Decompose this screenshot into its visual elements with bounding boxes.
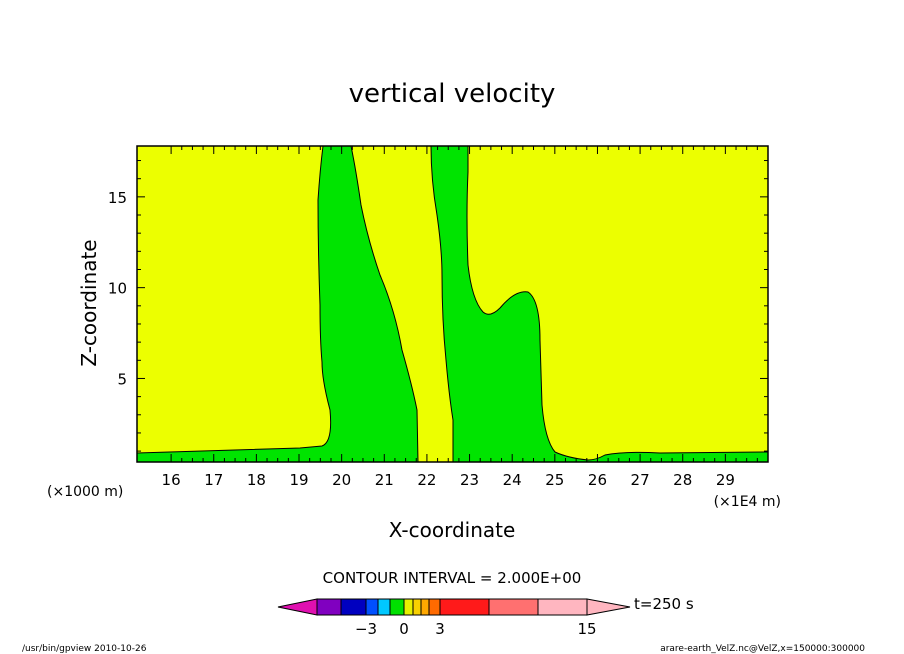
y-axis-label: Z-coordinate [77,239,101,366]
x-tick-label: 17 [204,471,223,489]
colorbar-bin [340,598,367,616]
colorbar-bin [488,598,539,616]
colorbar: −3 0 3 15 [277,598,631,638]
colorbar-label: −3 [355,620,377,638]
colorbar-label: 3 [435,620,445,638]
x-tick-label: 16 [162,471,181,489]
y-tick-label: 15 [108,189,127,207]
colorbar-bin [377,598,391,616]
x-ticks: 16 17 18 19 20 21 22 23 24 25 26 27 28 29 [162,146,758,489]
y-tick-label: 5 [117,370,127,388]
colorbar-label: 0 [399,620,409,638]
y-ticks: 5 10 15 [108,160,768,452]
x-tick-label: 29 [716,471,735,489]
x-tick-label: 26 [588,471,607,489]
plot-area: 16 17 18 19 20 21 22 23 24 25 26 27 28 29 5 10 15 [108,145,769,489]
colorbar-min-extension [277,598,318,616]
colorbar-bin [439,598,490,616]
x-tick-label: 22 [417,471,436,489]
chart-title: vertical velocity [349,79,556,109]
x-unit-left: (×1000 m) [47,484,123,500]
footer-right: arare-earth_VelZ.nc@VelZ,x=150000:300000 [660,644,865,654]
footer-left: /usr/bin/gpview 2010-10-26 [22,644,147,654]
x-tick-label: 21 [375,471,394,489]
colorbar-max-extension [586,598,631,616]
x-tick-label: 28 [673,471,692,489]
x-scale-note: (×1E4 m) [714,494,781,510]
time-label: t=250 s [634,595,694,613]
x-axis-label: X-coordinate [389,518,516,542]
x-tick-label: 19 [289,471,308,489]
colorbar-bin [412,598,422,616]
x-tick-label: 24 [503,471,522,489]
colorbar-bin [389,598,405,616]
colorbar-label: 15 [577,620,596,638]
colorbar-bin [403,598,414,616]
x-tick-label: 25 [545,471,564,489]
colorbar-bin [537,598,588,616]
x-tick-label: 18 [247,471,266,489]
x-tick-label: 20 [332,471,351,489]
contour-region-left [136,145,419,463]
x-tick-label: 23 [460,471,479,489]
x-tick-label: 27 [631,471,650,489]
contour-region-right [430,145,769,463]
colorbar-bin [316,598,342,616]
colorbar-bin [428,598,441,616]
colorbar-bin [420,598,430,616]
plot-frame [136,145,769,463]
contour-interval-label: CONTOUR INTERVAL = 2.000E+00 [323,569,582,587]
colorbar-bin [365,598,379,616]
y-tick-label: 10 [108,280,127,298]
